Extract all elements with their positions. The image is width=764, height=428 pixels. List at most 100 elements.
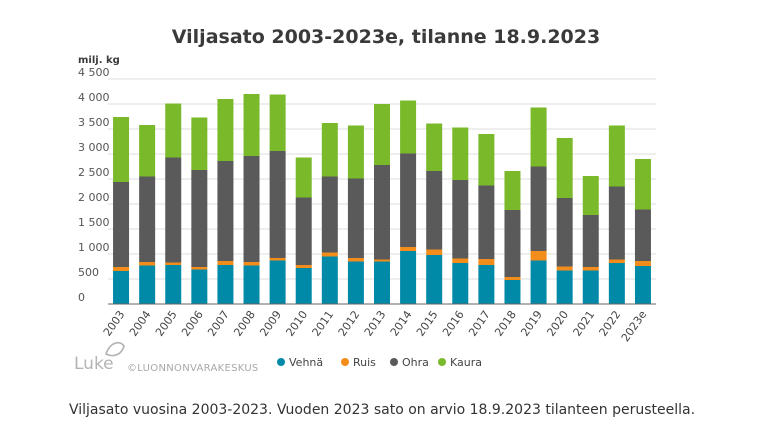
x-tick-label: 2013: [362, 308, 389, 338]
bar-ohra-2009: [269, 151, 286, 258]
bar-stack-2008: [243, 94, 260, 304]
bar-vehnä-2005: [165, 265, 182, 304]
luke-logo-text: Luke: [74, 354, 114, 374]
bar-ohra-2012: [347, 178, 364, 258]
bar-ruis-2016: [452, 258, 469, 263]
bar-vehnä-2015: [426, 255, 443, 304]
bar-kaura-2004: [139, 125, 156, 177]
bar-ruis-2009: [269, 258, 286, 261]
bar-stack-2017: [478, 134, 495, 304]
legend-label: Kaura: [450, 356, 482, 369]
legend-marker: [341, 358, 349, 366]
x-tick-label: 2005: [153, 308, 180, 338]
x-tick-label: 2011: [310, 308, 337, 338]
bar-ohra-2021: [582, 215, 599, 267]
bar-ohra-2016: [452, 180, 469, 259]
luke-logo: Luke ©LUONNONVARAKESKUS: [74, 341, 258, 374]
legend-marker: [390, 358, 398, 366]
x-tick-label: 2017: [466, 308, 493, 338]
bar-kaura-2013: [374, 104, 390, 165]
bar-vehnä-2021: [582, 270, 599, 304]
bar-ruis-2012: [347, 258, 364, 262]
bar-vehnä-2004: [139, 265, 156, 304]
bar-vehnä-2017: [478, 265, 495, 304]
bar-kaura-2005: [165, 103, 182, 158]
bar-kaura-2008: [243, 94, 260, 156]
bar-kaura-2018: [504, 171, 521, 210]
legend-item-vehnä: Vehnä: [277, 356, 323, 369]
bar-ohra-2003: [113, 182, 130, 267]
bar-vehnä-2014: [400, 251, 417, 304]
x-tick-label: 2010: [283, 308, 310, 338]
bar-ruis-2005: [165, 262, 182, 265]
bar-stack-2010: [295, 157, 312, 304]
bar-stack-2009: [269, 94, 286, 304]
bar-ruis-2011: [321, 252, 338, 257]
figure-caption: Viljasato vuosina 2003-2023. Vuoden 2023…: [68, 402, 696, 418]
x-tick-label: 2003: [101, 308, 128, 338]
bar-ruis-2022: [608, 259, 625, 263]
legend: Vehnä Ruis Ohra Kaura: [277, 356, 482, 369]
bar-ohra-2008: [243, 156, 260, 262]
bar-kaura-2015: [426, 123, 443, 171]
legend-label: Ruis: [353, 356, 376, 369]
bar-ruis-2006: [191, 267, 208, 270]
bar-stack-2018: [504, 171, 521, 304]
x-axis-ticks: 2003 2004 2005 2006 2007 2008 2009 2010 2011 2012…: [101, 308, 650, 344]
x-tick-label: 2021: [571, 308, 598, 338]
bar-stack-2016: [452, 127, 469, 304]
bar-kaura-2023e: [634, 159, 651, 210]
legend-item-ohra: Ohra: [390, 356, 429, 369]
x-tick-label: 2020: [544, 308, 571, 338]
bar-ohra-2005: [165, 157, 182, 263]
bar-ohra-2006: [191, 170, 208, 267]
bar-kaura-2007: [217, 99, 234, 161]
legend-marker: [277, 358, 285, 366]
x-tick-label: 2022: [597, 308, 624, 338]
bar-kaura-2014: [400, 100, 417, 154]
bar-stack-2022: [608, 125, 625, 304]
bar-stack-2015: [426, 123, 443, 304]
bar-ruis-2017: [478, 259, 495, 265]
bar-kaura-2016: [452, 127, 469, 180]
bar-ohra-2014: [400, 153, 417, 247]
bar-kaura-2009: [269, 94, 286, 151]
x-tick-label: 2018: [492, 308, 519, 338]
bar-kaura-2006: [191, 117, 208, 170]
bar-stack-2014: [400, 100, 417, 304]
bar-ruis-2020: [556, 266, 573, 271]
bar-vehnä-2020: [556, 270, 573, 304]
bar-kaura-2021: [582, 176, 599, 215]
bar-stack-2006: [191, 117, 208, 304]
bars: [113, 94, 651, 304]
bar-stack-2003: [113, 117, 130, 304]
bar-vehnä-2016: [452, 263, 469, 304]
y-axis-unit-label: milj. kg: [78, 55, 120, 66]
x-tick-label: 2014: [388, 308, 415, 338]
bar-vehnä-2011: [321, 256, 338, 304]
bar-vehnä-2010: [295, 268, 312, 304]
bar-ruis-2018: [504, 277, 521, 280]
bar-ruis-2010: [295, 265, 312, 268]
bar-stack-2011: [321, 123, 338, 304]
bar-vehnä-2022: [608, 263, 625, 304]
bar-kaura-2003: [113, 117, 130, 182]
bar-stack-2005: [165, 103, 182, 304]
bar-kaura-2022: [608, 125, 625, 187]
y-tick-label: 2 000: [78, 191, 110, 204]
bar-vehnä-2012: [347, 261, 364, 304]
x-tick-label: 2007: [205, 308, 232, 338]
bar-ohra-2023e: [634, 209, 651, 261]
y-tick-label: 0: [78, 291, 85, 304]
bar-kaura-2017: [478, 134, 495, 186]
bar-stack-2007: [217, 99, 234, 304]
x-tick-label: 2006: [179, 308, 206, 338]
bar-kaura-2011: [321, 123, 338, 177]
y-tick-label: 3 500: [78, 116, 110, 129]
y-tick-label: 4 500: [78, 66, 110, 79]
bar-vehnä-2003: [113, 271, 130, 304]
bar-stack-2023e: [634, 159, 651, 304]
bar-stack-2012: [347, 125, 364, 304]
bar-ruis-2004: [139, 262, 156, 266]
y-tick-label: 1 500: [78, 216, 110, 229]
